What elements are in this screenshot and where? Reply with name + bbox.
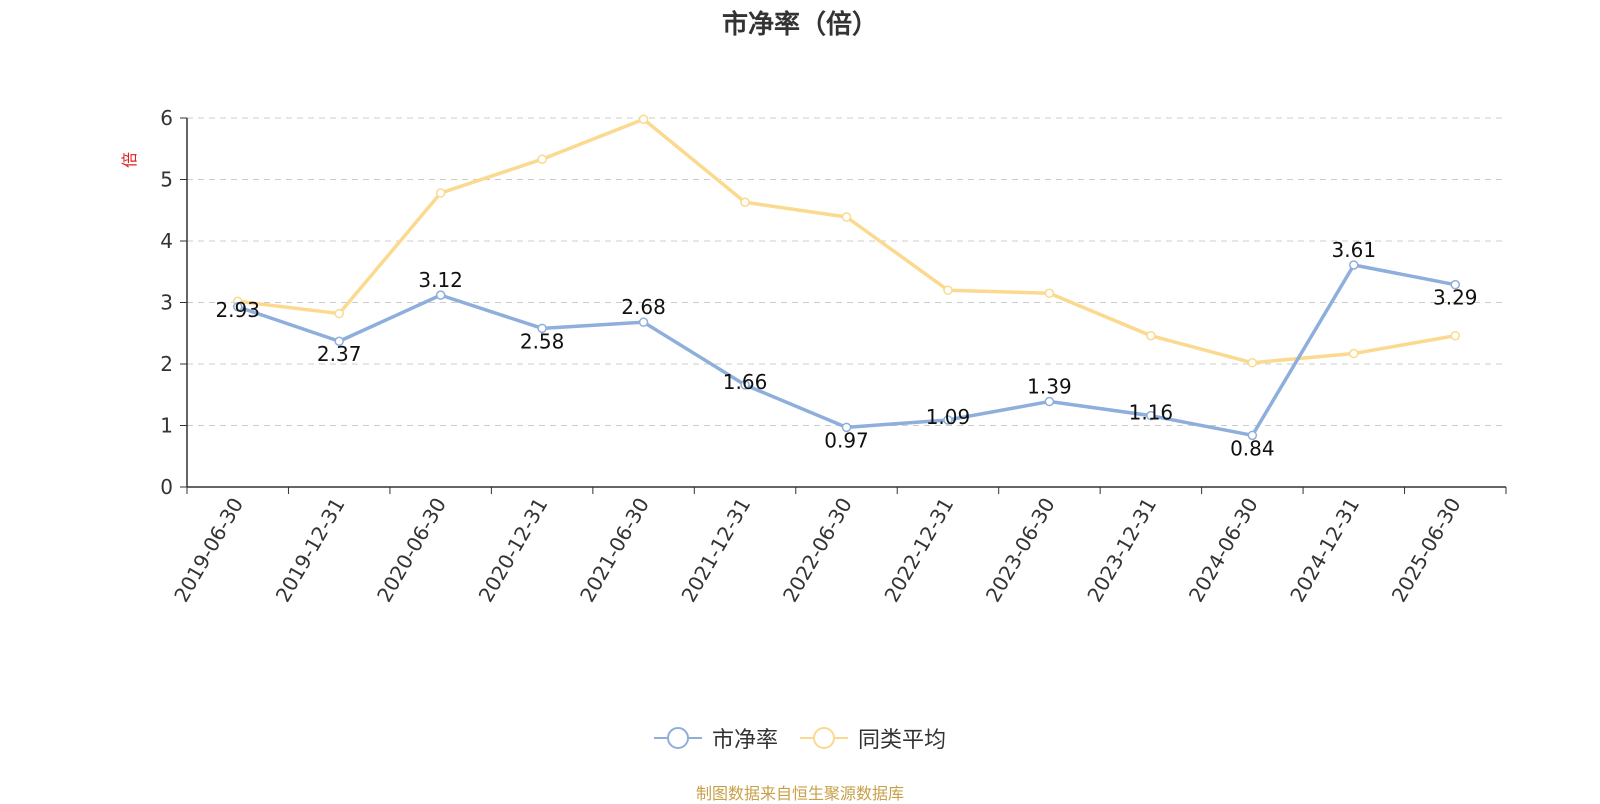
data-label: 1.09: [926, 405, 971, 429]
data-point: [638, 114, 649, 124]
data-point: [1450, 279, 1461, 290]
data-point: [841, 422, 852, 433]
y-tick-label: 0: [160, 475, 173, 499]
x-tick-label: 2023-06-30: [981, 494, 1060, 607]
data-label: 2.93: [215, 298, 260, 322]
data-point: [943, 415, 953, 425]
data-point: [1349, 348, 1359, 359]
data-label: 0.84: [1230, 436, 1275, 460]
data-point: [537, 154, 547, 164]
x-tick-label: 2019-12-31: [271, 494, 350, 607]
source-note: 制图数据来自恒生聚源数据库: [695, 784, 904, 803]
x-tick-label: 2024-12-31: [1285, 494, 1364, 607]
y-tick-label: 6: [160, 106, 173, 130]
data-point: [943, 285, 953, 295]
y-tick-label: 4: [160, 229, 173, 253]
legend: 市净率 同类平均: [0, 722, 1600, 754]
data-label: 2.37: [317, 342, 362, 366]
legend-peer-line-icon: [800, 727, 848, 749]
data-label: 1.66: [723, 370, 768, 394]
data-point: [740, 197, 750, 208]
x-tick-label: 2022-12-31: [879, 494, 958, 607]
data-label: 3.12: [418, 268, 463, 292]
data-label: 1.39: [1027, 375, 1072, 399]
legend-peer-label: 同类平均: [858, 728, 947, 753]
data-point: [1247, 358, 1258, 368]
x-tick-label: 2024-06-30: [1184, 494, 1263, 607]
y-axis-title: 倍: [120, 152, 139, 168]
x-tick-label: 2022-06-30: [778, 494, 857, 607]
data-label: 1.16: [1129, 401, 1174, 425]
data-point: [435, 290, 446, 300]
legend-item-pb[interactable]: 市净率: [653, 722, 778, 754]
data-point: [841, 212, 852, 222]
data-point: [1044, 288, 1055, 299]
data-point: [740, 380, 750, 390]
data-point: [334, 336, 344, 346]
x-tick-label: 2023-12-31: [1082, 494, 1161, 607]
data-labels: 2.93 2.37 3.12 2.58 2.68 1.66 0.97 1.09 1.39 1.16…: [215, 238, 1477, 460]
data-point: [1044, 396, 1055, 407]
data-label: 3.29: [1433, 286, 1478, 310]
y-tick-label: 3: [160, 291, 173, 315]
data-label: 2.58: [520, 329, 565, 353]
x-tick-label: 2025-06-30: [1387, 494, 1466, 607]
legend-item-peer-average[interactable]: 同类平均: [800, 722, 946, 754]
data-point: [1349, 260, 1359, 270]
data-point: [1247, 430, 1258, 441]
data-label: 3.61: [1332, 238, 1377, 262]
x-tick-label: 2020-06-30: [372, 493, 451, 606]
data-point: [334, 308, 344, 319]
data-point: [638, 317, 649, 327]
data-point: [537, 323, 547, 334]
data-label: 2.68: [621, 295, 666, 319]
grid-lines: [187, 117, 1506, 426]
chart-title: 市净率（倍）: [721, 10, 878, 40]
series-lines: [232, 114, 1461, 441]
data-label: 0.97: [824, 428, 869, 452]
y-tick-label: 1: [160, 414, 173, 438]
x-tick-label: 2021-06-30: [575, 494, 654, 607]
x-tick-label: 2020-12-31: [474, 494, 553, 607]
x-tick-label: 2021-12-31: [676, 494, 755, 607]
data-point: [1146, 330, 1156, 341]
data-point: [435, 188, 446, 198]
legend-pb-line-icon: [653, 727, 702, 749]
y-tick-label: 5: [160, 168, 173, 192]
data-point: [1146, 410, 1156, 421]
x-tick-label: 2019-06-30: [169, 494, 248, 607]
data-point: [1450, 330, 1461, 341]
y-tick-label: 2: [160, 352, 173, 376]
data-point: [232, 302, 243, 312]
legend-pb-label: 市净率: [711, 728, 778, 753]
